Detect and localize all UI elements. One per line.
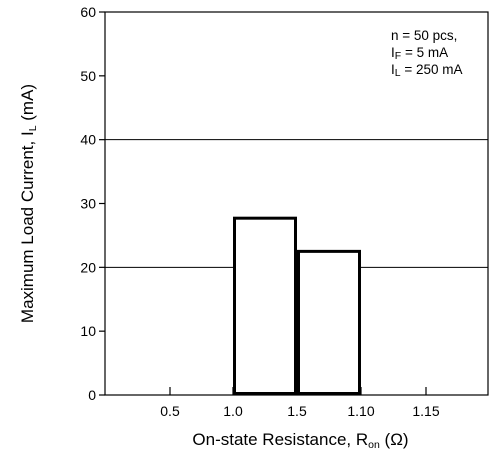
annotation-line-3: IL = 250 mA <box>391 62 463 79</box>
x-tick-label-3: 1.10 <box>347 403 374 419</box>
annotation-line-2: IF = 5 mA <box>391 45 448 62</box>
y-tick-label-30: 30 <box>80 196 96 212</box>
y-tick-label-50: 50 <box>80 68 96 84</box>
y-tick-label-10: 10 <box>80 323 96 339</box>
y-tick-label-0: 0 <box>88 387 96 403</box>
x-tick-label-4: 1.15 <box>412 403 439 419</box>
x-tick-label-1: 1.0 <box>223 403 243 419</box>
bar-1 <box>233 216 297 395</box>
y-axis-ticks: 0 10 20 30 40 50 60 <box>80 4 105 403</box>
bars-group <box>233 216 361 395</box>
x-tick-label-0: 0.5 <box>160 403 180 419</box>
x-tick-label-2: 1.5 <box>287 403 307 419</box>
bar-2 <box>297 249 361 395</box>
y-axis-title: Maximum Load Current, IL (mA) <box>18 84 39 323</box>
x-axis-title: On-state Resistance, Ron (Ω) <box>192 430 408 451</box>
y-tick-label-40: 40 <box>80 132 96 148</box>
y-tick-label-60: 60 <box>80 4 96 20</box>
y-tick-label-20: 20 <box>80 259 96 275</box>
x-axis-ticks: 0.5 1.0 1.5 1.10 1.15 <box>160 387 440 419</box>
annotation-line-1: n = 50 pcs, <box>391 28 457 43</box>
